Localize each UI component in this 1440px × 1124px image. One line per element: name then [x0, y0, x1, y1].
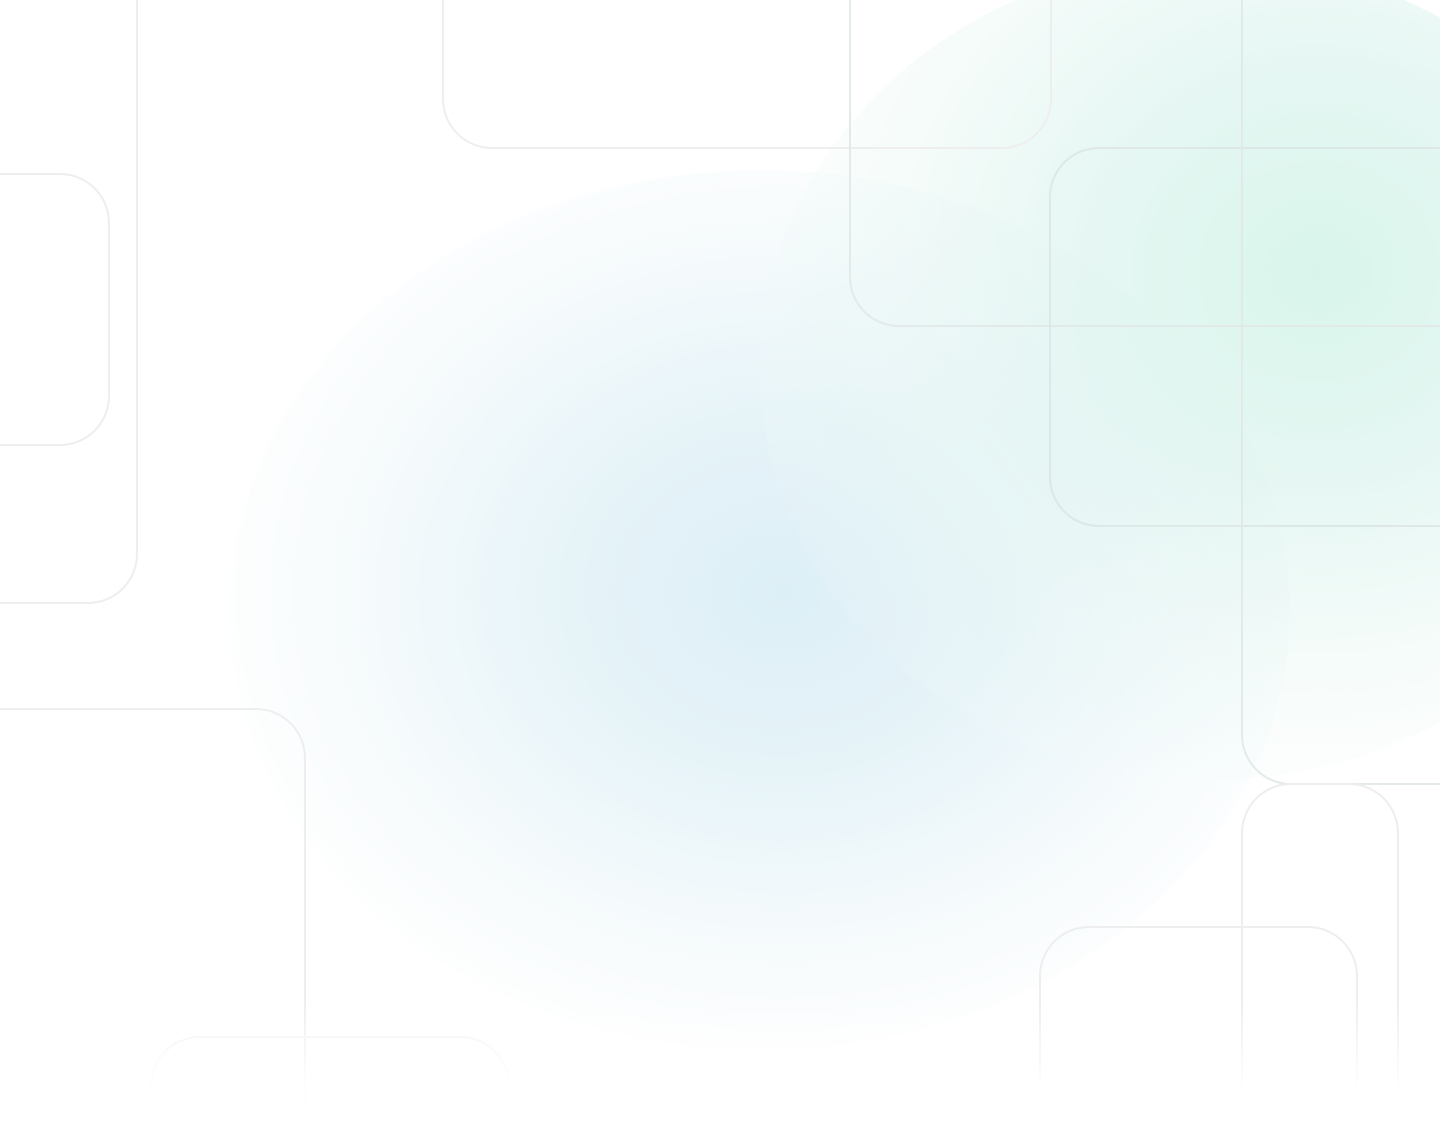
decorative-frame-left-tall: [0, 0, 138, 604]
decorative-frame-left-inner: [0, 173, 110, 446]
decorative-frame-top-right: [849, 0, 1440, 327]
decorative-frame-bottom-right: [1039, 926, 1358, 1124]
decorative-frame-right-middle: [1049, 147, 1440, 527]
decorative-frame-left-bottom: [0, 708, 306, 1124]
bottom-fade: [0, 1000, 1440, 1124]
decorative-frame-right-bottom: [1241, 783, 1399, 1124]
blue-glow: [230, 170, 1290, 1050]
decorative-frame-right-tall: [1241, 0, 1440, 785]
decorative-frame-top-center: [442, 0, 1052, 149]
green-glow: [760, 0, 1440, 780]
decorative-frame-bottom-left: [150, 1036, 510, 1124]
